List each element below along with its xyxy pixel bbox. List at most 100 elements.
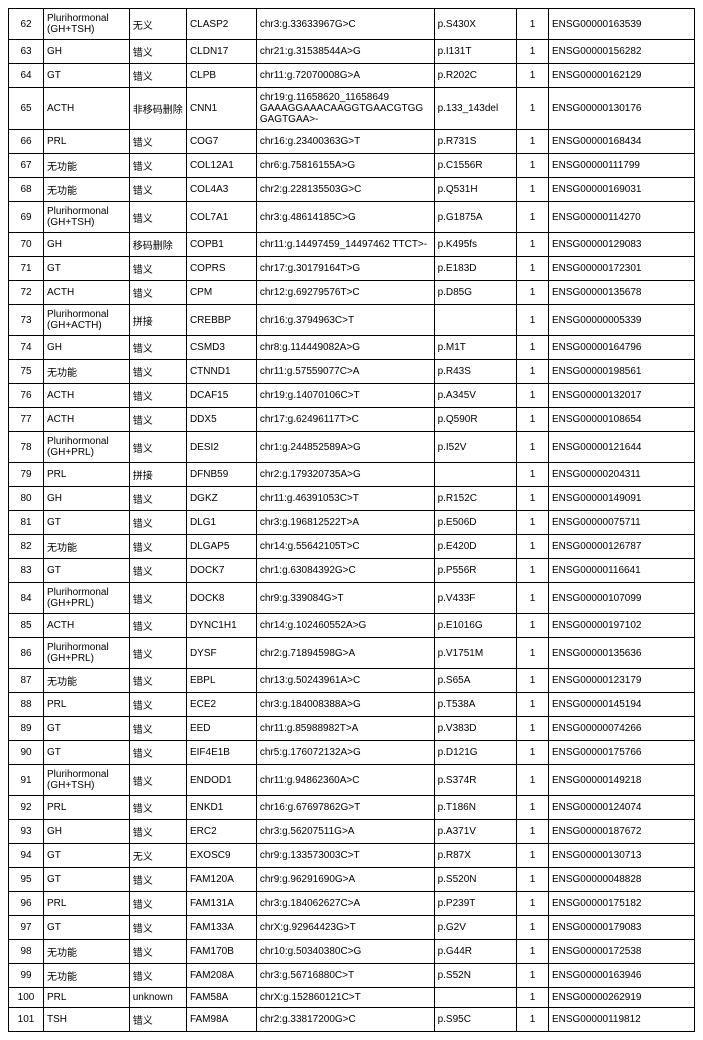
cell-col0: 77 xyxy=(9,408,44,432)
cell-col3: FAM98A xyxy=(186,1008,256,1032)
cell-col6: 1 xyxy=(517,408,549,432)
cell-col6: 1 xyxy=(517,463,549,487)
cell-col2: 拼接 xyxy=(129,463,186,487)
cell-col4: chr11:g.14497459_14497462 TTCT>- xyxy=(256,233,434,257)
cell-col5: p.M1T xyxy=(434,336,517,360)
cell-col6: 1 xyxy=(517,1008,549,1032)
cell-col4: chr3:g.33633967G>C xyxy=(256,9,434,40)
cell-col1: 无功能 xyxy=(44,964,130,988)
cell-col3: DESI2 xyxy=(186,432,256,463)
cell-col0: 93 xyxy=(9,820,44,844)
cell-col2: 无义 xyxy=(129,844,186,868)
cell-col1: 无功能 xyxy=(44,178,130,202)
table-row: 88PRL错义ECE2chr3:g.184008388A>Gp.T538A1EN… xyxy=(9,693,695,717)
cell-col0: 90 xyxy=(9,741,44,765)
cell-col4: chr11:g.72070008G>A xyxy=(256,64,434,88)
table-row: 97GT错义FAM133AchrX:g.92964423G>Tp.G2V1ENS… xyxy=(9,916,695,940)
cell-col3: ECE2 xyxy=(186,693,256,717)
cell-col0: 97 xyxy=(9,916,44,940)
cell-col3: FAM208A xyxy=(186,964,256,988)
cell-col4: chr2:g.33817200G>C xyxy=(256,1008,434,1032)
cell-col2: 错义 xyxy=(129,64,186,88)
cell-col2: 错义 xyxy=(129,796,186,820)
cell-col1: Plurihormonal (GH+TSH) xyxy=(44,9,130,40)
cell-col1: Plurihormonal (GH+PRL) xyxy=(44,583,130,614)
table-row: 65ACTH非移码删除CNN1chr19:g.11658620_11658649… xyxy=(9,88,695,130)
cell-col3: COPRS xyxy=(186,257,256,281)
cell-col6: 1 xyxy=(517,535,549,559)
cell-col2: 错义 xyxy=(129,741,186,765)
cell-col3: COL12A1 xyxy=(186,154,256,178)
cell-col6: 1 xyxy=(517,40,549,64)
cell-col2: 错义 xyxy=(129,178,186,202)
cell-col6: 1 xyxy=(517,741,549,765)
cell-col4: chr1:g.244852589A>G xyxy=(256,432,434,463)
cell-col4: chr3:g.184062627C>A xyxy=(256,892,434,916)
cell-col7: ENSG00000179083 xyxy=(548,916,694,940)
cell-col5: p.P556R xyxy=(434,559,517,583)
table-row: 78Plurihormonal (GH+PRL)错义DESI2chr1:g.24… xyxy=(9,432,695,463)
cell-col6: 1 xyxy=(517,796,549,820)
cell-col0: 79 xyxy=(9,463,44,487)
cell-col6: 1 xyxy=(517,583,549,614)
table-row: 93GH错义ERC2chr3:g.56207511G>Ap.A371V1ENSG… xyxy=(9,820,695,844)
cell-col7: ENSG00000162129 xyxy=(548,64,694,88)
cell-col0: 84 xyxy=(9,583,44,614)
cell-col3: EXOSC9 xyxy=(186,844,256,868)
table-row: 71GT错义COPRSchr17:g.30179164T>Gp.E183D1EN… xyxy=(9,257,695,281)
cell-col2: 错义 xyxy=(129,281,186,305)
cell-col2: 错义 xyxy=(129,40,186,64)
cell-col2: 错义 xyxy=(129,638,186,669)
cell-col7: ENSG00000132017 xyxy=(548,384,694,408)
cell-col2: 错义 xyxy=(129,154,186,178)
cell-col1: GT xyxy=(44,511,130,535)
table-row: 82无功能错义DLGAP5chr14:g.55642105T>Cp.E420D1… xyxy=(9,535,695,559)
cell-col5: p.R731S xyxy=(434,130,517,154)
cell-col6: 1 xyxy=(517,305,549,336)
cell-col1: PRL xyxy=(44,892,130,916)
cell-col1: GH xyxy=(44,336,130,360)
cell-col7: ENSG00000163946 xyxy=(548,964,694,988)
cell-col2: 错义 xyxy=(129,669,186,693)
cell-col5: p.Q531H xyxy=(434,178,517,202)
table-row: 99无功能错义FAM208Achr3:g.56716880C>Tp.S52N1E… xyxy=(9,964,695,988)
table-row: 83GT错义DOCK7chr1:g.63084392G>Cp.P556R1ENS… xyxy=(9,559,695,583)
cell-col4: chr14:g.55642105T>C xyxy=(256,535,434,559)
cell-col3: ENKD1 xyxy=(186,796,256,820)
cell-col2: 错义 xyxy=(129,511,186,535)
cell-col4: chr6:g.75816155A>G xyxy=(256,154,434,178)
cell-col5: p.V1751M xyxy=(434,638,517,669)
cell-col0: 62 xyxy=(9,9,44,40)
cell-col1: Plurihormonal (GH+TSH) xyxy=(44,202,130,233)
cell-col4: chrX:g.152860121C>T xyxy=(256,988,434,1008)
cell-col3: FAM120A xyxy=(186,868,256,892)
cell-col4: chr17:g.62496117T>C xyxy=(256,408,434,432)
cell-col5: p.D121G xyxy=(434,741,517,765)
cell-col7: ENSG00000130713 xyxy=(548,844,694,868)
cell-col3: CLASP2 xyxy=(186,9,256,40)
cell-col1: ACTH xyxy=(44,384,130,408)
cell-col5 xyxy=(434,988,517,1008)
cell-col4: chr11:g.46391053C>T xyxy=(256,487,434,511)
cell-col0: 87 xyxy=(9,669,44,693)
cell-col5: p.G2V xyxy=(434,916,517,940)
cell-col7: ENSG00000149091 xyxy=(548,487,694,511)
table-row: 64GT错义CLPBchr11:g.72070008G>Ap.R202C1ENS… xyxy=(9,64,695,88)
cell-col5: p.A345V xyxy=(434,384,517,408)
cell-col6: 1 xyxy=(517,916,549,940)
cell-col5: p.T538A xyxy=(434,693,517,717)
cell-col5: p.R152C xyxy=(434,487,517,511)
cell-col5: p.S52N xyxy=(434,964,517,988)
cell-col7: ENSG00000135678 xyxy=(548,281,694,305)
cell-col2: 错义 xyxy=(129,693,186,717)
table-row: 84Plurihormonal (GH+PRL)错义DOCK8chr9:g.33… xyxy=(9,583,695,614)
cell-col7: ENSG00000114270 xyxy=(548,202,694,233)
cell-col6: 1 xyxy=(517,130,549,154)
cell-col0: 68 xyxy=(9,178,44,202)
table-row: 86Plurihormonal (GH+PRL)错义DYSFchr2:g.718… xyxy=(9,638,695,669)
cell-col6: 1 xyxy=(517,717,549,741)
cell-col3: DOCK7 xyxy=(186,559,256,583)
cell-col7: ENSG00000129083 xyxy=(548,233,694,257)
cell-col7: ENSG00000130176 xyxy=(548,88,694,130)
cell-col0: 63 xyxy=(9,40,44,64)
